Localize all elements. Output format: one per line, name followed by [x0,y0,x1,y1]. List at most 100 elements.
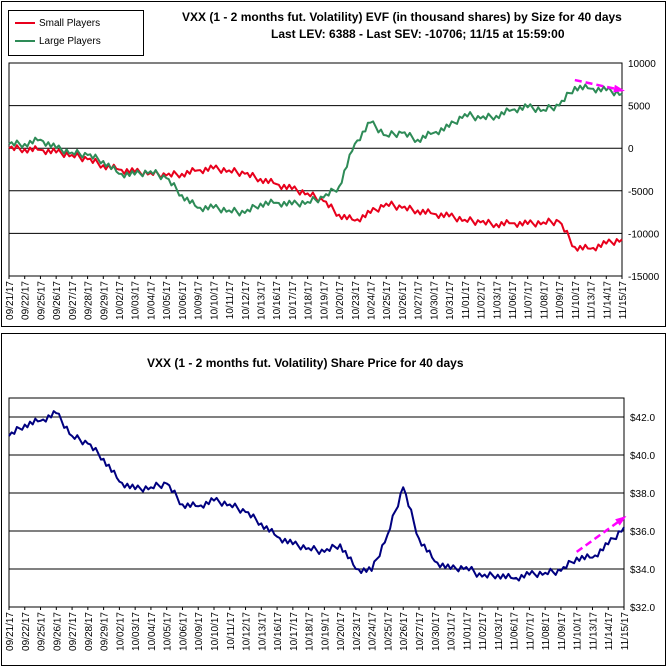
evf-x-tick-label: 10/31/17 [445,281,456,320]
evf-x-tick-label: 09/26/17 [52,281,63,320]
legend-item-small-players: Small Players [15,18,100,29]
price-x-tick-label: 10/25/17 [383,612,394,651]
price-x-tick-label: 11/01/17 [462,612,473,651]
price-x-tick-label: 10/04/17 [147,612,158,651]
evf-x-tick-label: 10/11/17 [225,281,236,320]
price-x-tick-label: 10/02/17 [115,612,126,651]
evf-x-tick-label: 11/06/17 [508,281,519,320]
evf-x-tick-label: 09/21/17 [5,281,16,320]
price-series-line-1 [8,410,625,582]
evf-y-tick-label: -10000 [628,229,660,240]
chart-legend: Small Players Large Players [8,10,144,56]
evf-y-tick-label: -5000 [628,187,654,198]
price-x-tick-label: 10/19/17 [320,612,331,651]
price-x-tick-label: 10/18/17 [305,612,316,651]
price-trend-arrow-line [575,516,625,553]
price-x-tick-label: 10/05/17 [163,612,174,651]
evf-x-tick-label: 09/28/17 [84,281,95,320]
price-x-tick-label: 09/25/17 [37,612,48,651]
legend-label-small: Small Players [39,18,101,29]
evf-x-tick-label: 11/07/17 [524,281,535,320]
price-x-tick-label: 09/26/17 [52,612,63,651]
evf-x-tick-label: 10/24/17 [367,281,378,320]
chart-title-evf: VXX (1 - 2 months fut. Volatility) EVF (… [182,10,622,24]
evf-x-tick-label: 11/02/17 [477,281,488,320]
price-x-tick-label: 10/09/17 [194,612,205,651]
evf-x-tick-label: 10/26/17 [398,281,409,320]
evf-y-tick-label: 10000 [628,59,656,70]
evf-x-tick-label: 10/30/17 [429,281,440,320]
price-x-tick-label: 09/22/17 [21,612,32,651]
evf-series-line-2 [8,83,623,217]
evf-x-tick-label: 09/27/17 [68,281,79,320]
evf-x-tick-label: 11/13/17 [587,281,598,320]
evf-y-tick-label: -15000 [628,272,660,283]
price-x-tick-label: 11/03/17 [494,612,505,651]
evf-x-tick-label: 10/13/17 [256,281,267,320]
evf-x-tick-label: 11/14/17 [602,281,613,320]
price-x-tick-label: 10/30/17 [431,612,442,651]
evf-x-tick-label: 10/09/17 [194,281,205,320]
price-x-tick-label: 09/28/17 [84,612,95,651]
chart-title-price: VXX (1 - 2 months fut. Volatility) Share… [147,356,464,370]
evf-x-tick-label: 10/04/17 [146,281,157,320]
price-x-tick-label: 10/20/17 [336,612,347,651]
evf-x-tick-label: 10/20/17 [335,281,346,320]
price-x-tick-label: 10/03/17 [131,612,142,651]
price-plot-area [8,397,625,608]
evf-y-tick-label: 5000 [628,102,651,113]
evf-trend-arrow-head [613,84,625,93]
price-x-tick-label: 10/06/17 [178,612,189,651]
price-x-tick-label: 09/21/17 [5,612,16,651]
evf-plot-area [8,62,623,277]
legend-label-large: Large Players [39,36,101,47]
price-chart-svg: $42.0 $40.0 $38.0 $36.0 $34.0 $32.0 09/21/17 09… [5,397,655,651]
price-x-tick-label: 10/16/17 [273,612,284,651]
price-x-tick-label: 11/15/17 [620,612,631,651]
price-y-tick-label: $32.0 [630,603,655,614]
evf-x-tick-label: 10/02/17 [115,281,126,320]
price-x-tick-label: 10/27/17 [415,612,426,651]
evf-x-tick-label: 10/23/17 [351,281,362,320]
evf-trend-arrow-line [574,78,623,92]
evf-x-tick-label: 11/15/17 [618,281,629,320]
evf-x-tick-label: 11/01/17 [461,281,472,320]
evf-x-tick-label: 10/27/17 [414,281,425,320]
evf-chart-svg: 10000 5000 0 -5000 -10000 -15000 09/21/17 09/22… [5,59,660,320]
evf-x-tick-label: 10/17/17 [288,281,299,320]
legend-item-large-players: Large Players [15,36,101,47]
evf-x-tick-label: 10/19/17 [319,281,330,320]
price-x-tick-label: 11/08/17 [541,612,552,651]
price-y-tick-label: $34.0 [630,565,655,576]
evf-x-tick-label: 10/16/17 [272,281,283,320]
price-x-tick-label: 10/26/17 [399,612,410,651]
evf-x-tick-label: 11/08/17 [539,281,550,320]
price-x-tick-label: 10/13/17 [257,612,268,651]
chart-panel-evf: VXX (1 - 2 months fut. Volatility) EVF (… [1,1,666,327]
price-x-tick-label: 10/10/17 [210,612,221,651]
evf-x-tick-label: 09/22/17 [21,281,32,320]
evf-x-tick-label: 10/06/17 [178,281,189,320]
price-x-tick-label: 11/13/17 [588,612,599,651]
price-x-tick-label: 11/06/17 [510,612,521,651]
evf-x-tick-label: 10/10/17 [209,281,220,320]
legend-swatch-large [15,40,35,43]
evf-x-tick-label: 10/18/17 [304,281,315,320]
price-x-tick-label: 11/09/17 [557,612,568,651]
evf-y-tick-label: 0 [628,144,634,155]
price-x-tick-label: 09/27/17 [68,612,79,651]
price-x-tick-label: 11/07/17 [525,612,536,651]
evf-x-tick-label: 10/05/17 [162,281,173,320]
price-x-tick-label: 11/10/17 [573,612,584,651]
price-x-tick-label: 11/14/17 [604,612,615,651]
evf-x-tick-label: 09/29/17 [99,281,110,320]
price-x-tick-label: 09/29/17 [100,612,111,651]
evf-x-tick-label: 09/25/17 [36,281,47,320]
evf-x-tick-label: 10/03/17 [131,281,142,320]
price-y-tick-label: $36.0 [630,527,655,538]
price-x-tick-label: 11/02/17 [478,612,489,651]
price-y-tick-label: $42.0 [630,413,655,424]
price-trend-arrow-head [615,515,627,526]
price-y-tick-label: $38.0 [630,489,655,500]
price-x-tick-label: 10/31/17 [447,612,458,651]
